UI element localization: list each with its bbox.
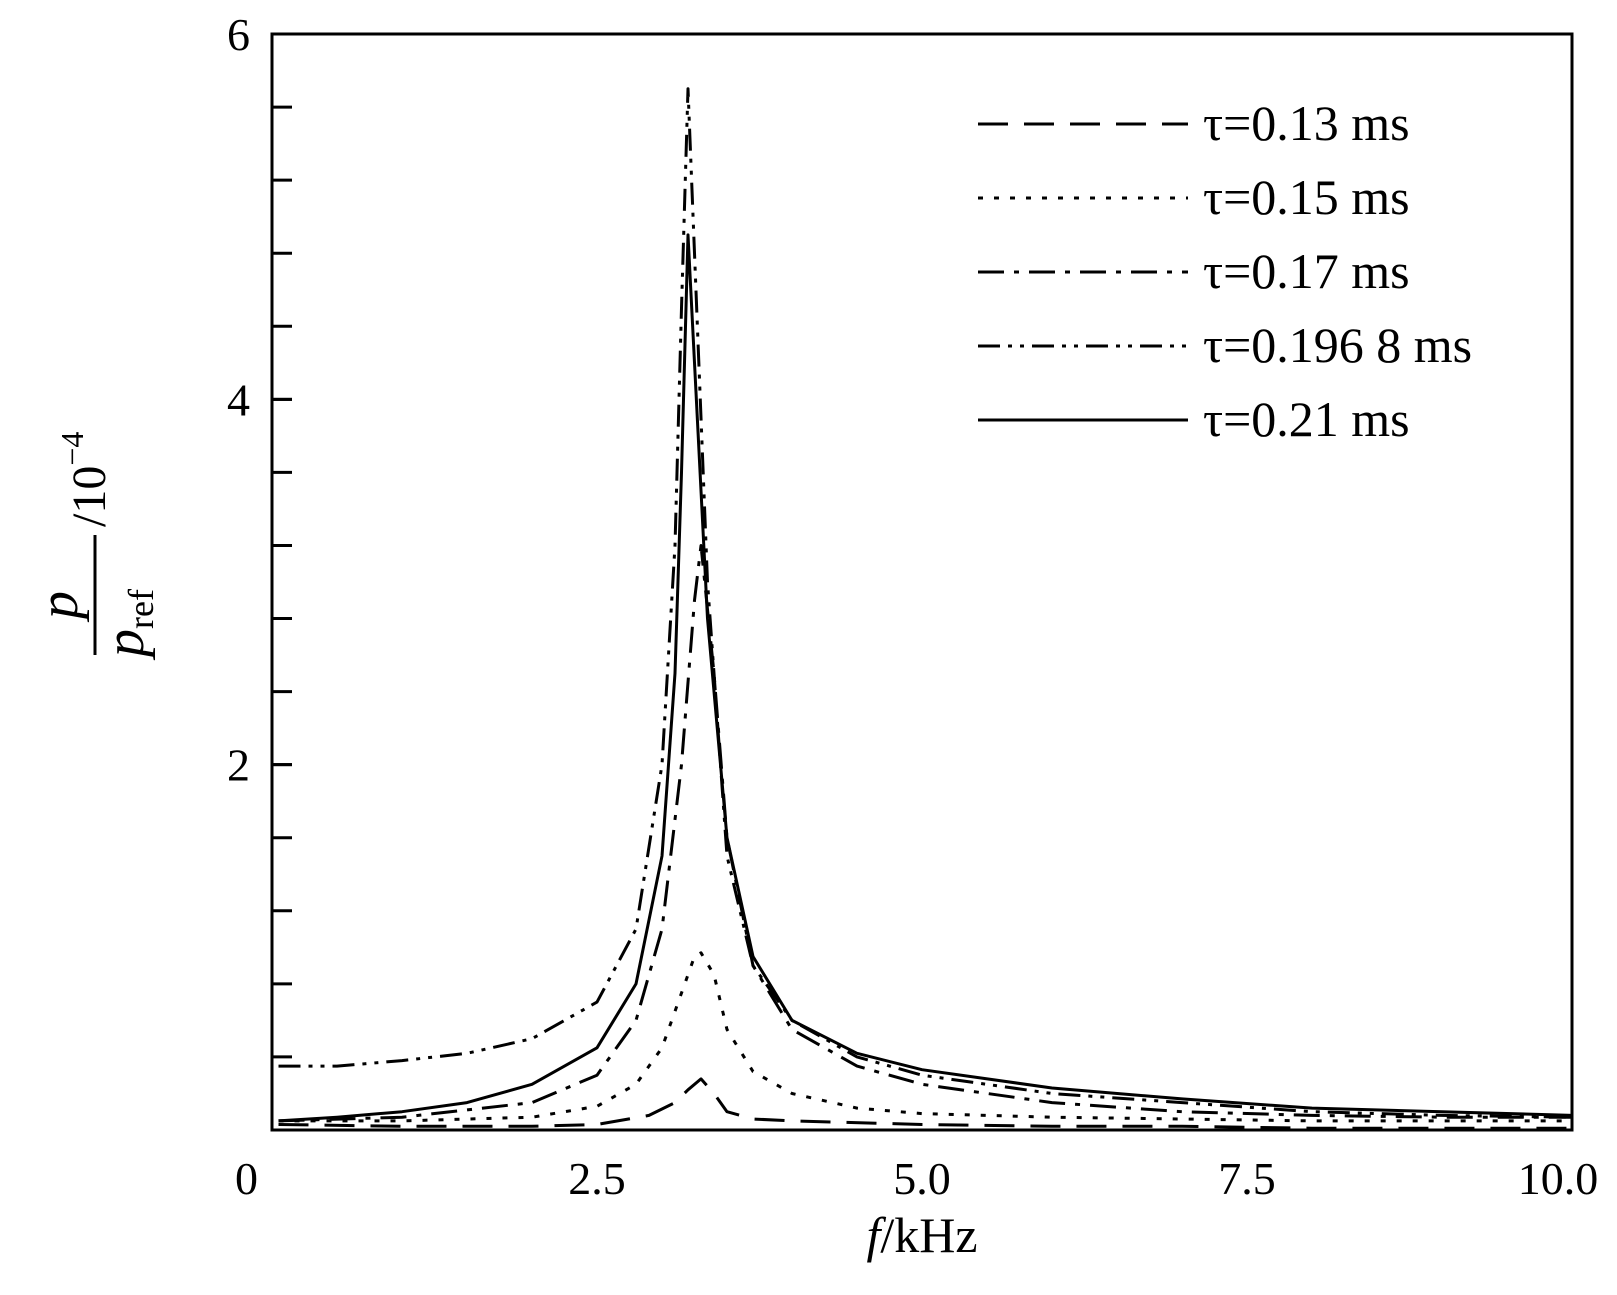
y-axis-ticks: 2 4 6 (227, 9, 292, 1132)
x-tick-label: 5.0 (893, 1153, 951, 1204)
series-line-1 (278, 1077, 1572, 1130)
legend-label-4: τ=0.196 8 ms (1203, 317, 1472, 373)
y-tick-label: 4 (227, 374, 250, 425)
x-axis-ticks: 0 2.5 5.0 7.5 10.0 (235, 1153, 1598, 1204)
y-tick-label: 6 (227, 9, 250, 60)
y-axis-label-scale-exp: −4 (54, 432, 90, 466)
x-tick-label: 2.5 (568, 1153, 626, 1204)
y-tick-label: 2 (227, 740, 250, 791)
legend-label-2: τ=0.15 ms (1203, 169, 1410, 225)
series-line-3 (278, 544, 1572, 1123)
x-tick-label: 10.0 (1518, 1153, 1599, 1204)
plot-frame (270, 32, 1574, 1132)
y-axis-label-scale-base: /10 (63, 466, 116, 527)
legend-label-3: τ=0.17 ms (1203, 243, 1410, 299)
legend-label-5: τ=0.21 ms (1203, 391, 1410, 447)
x-axis-label: f/kHz (866, 1207, 977, 1263)
x-tick-label: 7.5 (1218, 1153, 1276, 1204)
y-axis-label: p pref /10−4 (28, 432, 161, 661)
legend-label-1: τ=0.13 ms (1203, 95, 1410, 151)
y-axis-label-numerator: p (28, 591, 90, 623)
y-axis-label-scale: /10−4 (54, 432, 116, 527)
y-axis-label-den-sub: ref (121, 589, 161, 629)
x-tick-label: 0 (235, 1153, 258, 1204)
series-lines (278, 87, 1573, 1130)
series-line-2 (278, 951, 1572, 1123)
series-line-5 (278, 233, 1573, 1123)
y-axis-label-denominator: pref (94, 589, 161, 661)
series-line-4 (278, 87, 1573, 1119)
y-axis-label-den-p: p (94, 629, 156, 661)
legend: τ=0.13 ms τ=0.15 ms τ=0.17 ms τ=0.196 8 ms τ… (978, 95, 1472, 447)
x-axis-label-unit: /kHz (880, 1207, 977, 1263)
